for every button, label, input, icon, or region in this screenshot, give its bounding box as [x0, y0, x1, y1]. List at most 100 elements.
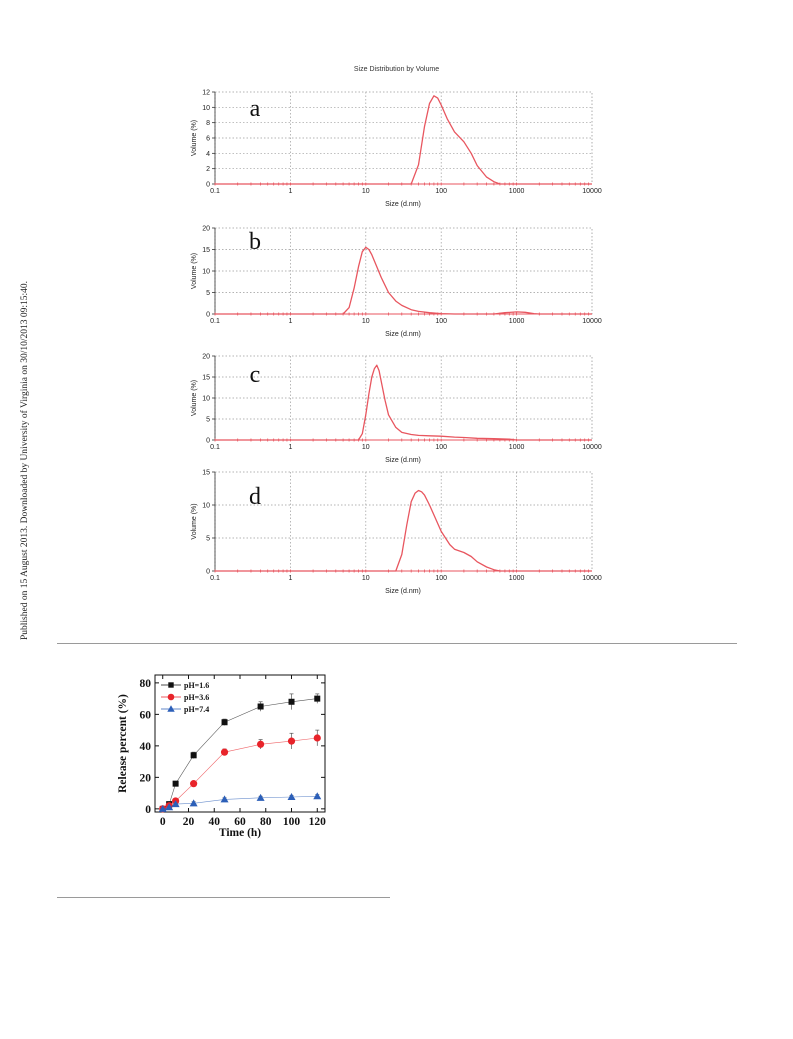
marker-triangle: [171, 800, 180, 808]
y-axis-label: Volume (%): [191, 253, 198, 289]
marker-triangle: [158, 804, 167, 812]
x-axis-label: Size (d.nm): [385, 457, 421, 464]
marker-circle: [167, 693, 175, 701]
x-tick-label: 1: [288, 188, 292, 195]
y-tick-label: 5: [206, 417, 210, 424]
y-tick-label: 15: [202, 247, 210, 254]
y-axis-label: Volume (%): [191, 503, 198, 539]
dls-panel-c: 0 5 10 15 20 0.1 1 10 100 1000 10000 c Size (d.nm) Vo…: [191, 354, 602, 465]
marker-circle: [172, 797, 180, 805]
marker-triangle: [165, 803, 174, 811]
marker-circle: [313, 734, 321, 742]
legend-label: pH=1.6: [184, 681, 209, 690]
x-tick-label: 1: [288, 575, 292, 582]
panel-letter-d: d: [249, 484, 261, 510]
marker-circle: [159, 805, 167, 813]
x-axis-label: Time (h): [219, 827, 261, 839]
x-tick-label: 1000: [509, 188, 525, 195]
x-tick-label: 1000: [509, 575, 525, 582]
y-tick-label: 15: [202, 470, 210, 477]
dls-panel-b: 0 5 10 15 20 0.1 1 10 100 1000 10000 b Size (d.nm) Vo…: [191, 226, 602, 339]
x-tick-label: 0.1: [210, 444, 220, 451]
y-tick-label: 0: [206, 312, 210, 319]
marker-triangle: [287, 793, 296, 801]
y-tick-label: 40: [140, 741, 152, 753]
x-axis-label: Size (d.nm): [385, 331, 421, 338]
x-tick-label: 1: [288, 318, 292, 325]
series-line: [162, 796, 318, 810]
y-tick-label: 60: [140, 709, 152, 721]
panel-letter-c: c: [250, 362, 261, 388]
y-tick-label: 80: [140, 678, 152, 690]
panel-letter-b: b: [249, 229, 261, 255]
x-tick-label: 100: [435, 444, 447, 451]
size-distribution-curve: [215, 364, 592, 441]
x-tick-label: 10000: [582, 318, 602, 325]
dls-panel-d: 0 5 10 15 0.1 1 10 100 1000 10000 d Size (d.nm) Volu…: [191, 470, 602, 596]
marker-square: [168, 682, 174, 688]
marker-triangle: [189, 799, 198, 807]
x-tick-label: 10000: [582, 188, 602, 195]
x-tick-label: 0: [160, 816, 166, 828]
x-tick-label: 40: [208, 816, 220, 828]
x-tick-label: 100: [435, 188, 447, 195]
y-tick-label: 4: [206, 151, 210, 158]
marker-circle: [287, 737, 296, 745]
y-tick-label: 0: [206, 438, 210, 445]
x-tick-label: 10: [362, 444, 370, 451]
series-line: [162, 698, 318, 810]
marker-square: [314, 695, 321, 702]
x-tick-label: 1000: [509, 318, 525, 325]
y-tick-label: 0: [206, 182, 210, 189]
y-tick-label: 10: [202, 396, 210, 403]
y-tick-label: 5: [206, 536, 210, 543]
series-line: [162, 737, 318, 810]
x-tick-label: 120: [309, 816, 327, 828]
y-tick-label: 10: [202, 269, 210, 276]
x-tick-label: 1: [288, 444, 292, 451]
y-tick-label: 0: [206, 569, 210, 576]
divider-top: [57, 643, 737, 644]
x-tick-label: 10: [362, 188, 370, 195]
x-tick-label: 100: [435, 575, 447, 582]
marker-circle: [220, 748, 229, 756]
marker-circle: [190, 780, 198, 788]
legend-label: pH=3.6: [184, 693, 209, 702]
y-tick-label: 12: [202, 90, 210, 97]
x-tick-label: 10: [362, 318, 370, 325]
marker-circle: [257, 740, 265, 748]
panel-letter-a: a: [250, 96, 261, 122]
x-tick-label: 0.1: [210, 188, 220, 195]
y-axis-label: Release percent (%): [117, 694, 129, 793]
y-tick-label: 10: [202, 105, 210, 112]
y-tick-label: 6: [206, 136, 210, 143]
x-tick-label: 100: [283, 816, 301, 828]
marker-square: [166, 801, 173, 808]
marker-triangle: [256, 793, 265, 801]
dls-panel-a: 0 2 4 6 8 10 12 0.1 1 10 100 1000 10000 a Size (d.nm) V…: [191, 90, 602, 209]
divider-bottom: [57, 897, 390, 898]
y-axis-label: Volume (%): [191, 380, 198, 416]
x-tick-label: 1000: [509, 444, 525, 451]
legend-label: pH=7.4: [184, 705, 209, 714]
marker-square: [159, 805, 166, 812]
size-distribution-curve: [215, 489, 592, 572]
size-distribution-curve: [215, 95, 592, 185]
marker-circle: [165, 802, 173, 810]
y-tick-label: 20: [202, 226, 210, 233]
x-tick-label: 0.1: [210, 575, 220, 582]
marker-triangle: [220, 795, 229, 803]
x-tick-label: 20: [183, 816, 195, 828]
y-axis-label: Volume (%): [191, 120, 198, 156]
x-tick-label: 10: [362, 575, 370, 582]
x-axis-label: Size (d.nm): [385, 588, 421, 595]
marker-square: [190, 752, 197, 759]
y-tick-label: 2: [206, 166, 210, 173]
y-tick-label: 15: [202, 375, 210, 382]
x-tick-label: 80: [260, 816, 272, 828]
marker-triangle: [167, 705, 175, 712]
y-tick-label: 10: [202, 503, 210, 510]
x-axis-label: Size (d.nm): [385, 201, 421, 208]
plot-frame: [214, 471, 593, 572]
